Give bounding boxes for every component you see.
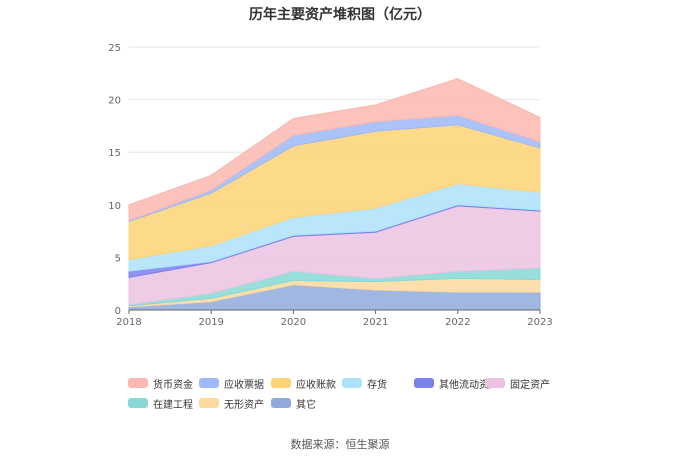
y-tick-label: 5 [115,253,121,264]
x-tick-label: 2022 [445,317,470,328]
legend-label: 应收账款 [296,379,336,391]
legend-item[interactable]: 货币资金 [128,376,193,391]
legend-swatch [128,398,148,408]
area-series [128,78,541,311]
legend-swatch [199,378,219,388]
legend-item[interactable]: 其它 [271,396,316,411]
legend-swatch [271,398,291,408]
y-tick-label: 25 [108,43,121,54]
y-tick-label: 0 [115,306,121,317]
y-tick-label: 10 [108,201,121,212]
legend-label: 存货 [367,379,387,391]
legend-swatch [271,378,291,388]
legend-swatch [128,378,148,388]
y-tick-label: 15 [108,148,121,159]
chart-title: 历年主要资产堆积图（亿元） [249,7,431,23]
source-note: 数据来源：恒生聚源 [290,438,390,451]
y-tick-label: 20 [108,96,121,107]
x-tick-label: 2019 [198,317,223,328]
axes: 0 5 10 15 20 25 2018 2019 2020 2021 2022 2023 [108,43,552,328]
legend-item[interactable]: 无形资产 [199,396,264,411]
legend-item[interactable]: 其他流动资产 [414,376,499,391]
legend-label: 货币资金 [153,379,193,391]
legend-item[interactable]: 存货 [342,376,387,391]
x-tick-label: 2020 [281,317,306,328]
x-tick-label: 2023 [527,317,552,328]
legend-label: 应收票据 [224,379,264,391]
x-tick-label: 2021 [363,317,388,328]
legend-swatch [485,378,505,388]
legend-label: 其他流动资产 [439,379,499,391]
legend-item[interactable]: 应收票据 [199,376,264,391]
legend-swatch [199,398,219,408]
x-tick-label: 2018 [116,317,141,328]
legend-swatch [414,378,434,388]
legend-label: 固定资产 [510,379,550,391]
legend-label: 在建工程 [153,399,193,411]
area-series-8 [128,78,541,222]
legend-swatch [342,378,362,388]
legend-item[interactable]: 应收账款 [271,376,336,391]
legend-label: 其它 [296,399,316,411]
legend-item[interactable]: 固定资产 [485,376,550,391]
legend-item[interactable]: 在建工程 [128,396,193,411]
legend-label: 无形资产 [224,399,264,411]
